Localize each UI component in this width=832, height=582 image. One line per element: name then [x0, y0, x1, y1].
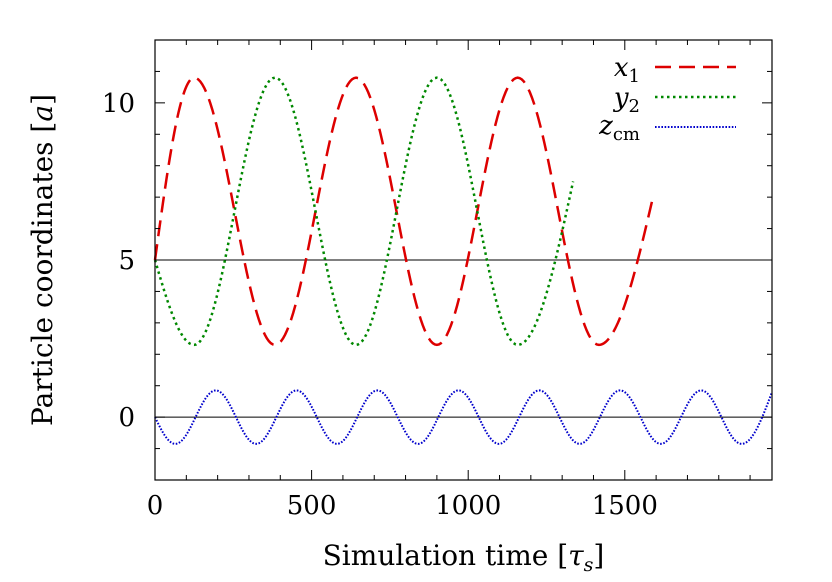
- series-line-x1: [153, 76, 655, 347]
- legend-zcm-sub: cm: [613, 124, 640, 145]
- y-axis-label-symbol: a: [26, 105, 59, 122]
- legend-x1-sub: 1: [629, 66, 640, 87]
- legend-y2-sub: 2: [629, 96, 640, 117]
- y-tick-label: 0: [118, 403, 135, 433]
- y-axis-label-main: Particle coordinates [: [26, 122, 59, 426]
- legend-entry-x1: x1: [614, 53, 736, 87]
- legend-label-x1: x1: [614, 53, 640, 87]
- x-tick-label: 0: [147, 491, 164, 521]
- legend-y2-name: y: [613, 83, 629, 113]
- x-axis-label-symbol: τ: [568, 539, 584, 572]
- y-tick-label: 10: [102, 89, 135, 119]
- series-line-y2: [153, 76, 575, 347]
- x-axis-label: Simulation time [τs]: [323, 539, 605, 576]
- x-axis-label-main: Simulation time [: [323, 539, 569, 572]
- axis-ticks: [154, 40, 772, 480]
- legend-entry-y2: y2: [613, 83, 736, 117]
- legend-x1-name: x: [614, 53, 629, 83]
- legend: x1 y2 zcm: [598, 53, 736, 145]
- series-layer: [153, 76, 773, 445]
- tick-labels: 0 500 1000 1500 0 5 10: [102, 89, 658, 521]
- legend-label-zcm: zcm: [598, 111, 640, 145]
- legend-zcm-name: z: [598, 111, 613, 141]
- series-line-zcm: [154, 389, 773, 445]
- x-tick-label: 1000: [435, 491, 501, 521]
- y-axis-label: Particle coordinates [a]: [26, 94, 59, 426]
- x-axis-label-subscript: s: [584, 554, 594, 576]
- legend-entry-zcm: zcm: [598, 111, 736, 145]
- y-tick-label: 5: [118, 246, 135, 276]
- x-axis-label-close: ]: [593, 539, 604, 572]
- legend-label-y2: y2: [613, 83, 640, 117]
- y-axis-label-close: ]: [26, 94, 59, 105]
- reference-lines: [155, 259, 772, 418]
- x-tick-label: 500: [287, 491, 337, 521]
- x-tick-label: 1500: [592, 491, 658, 521]
